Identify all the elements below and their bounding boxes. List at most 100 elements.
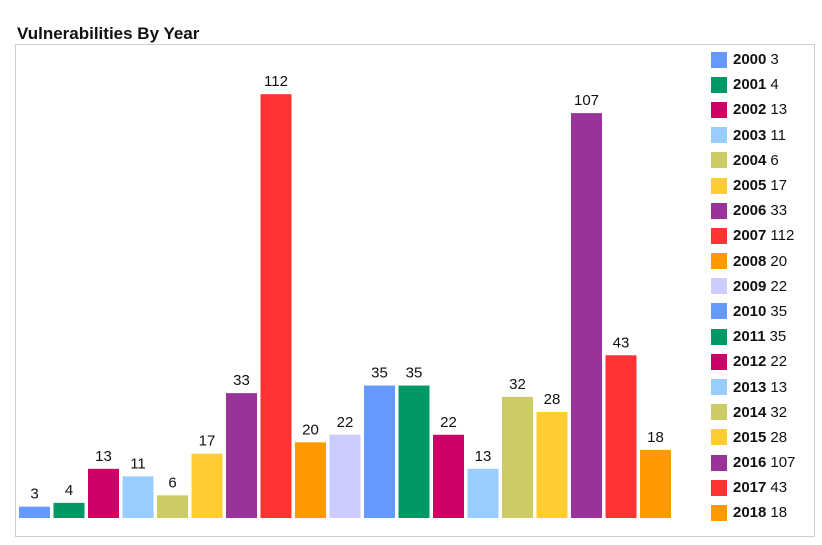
bar-2015 xyxy=(536,412,568,518)
legend-item-2006: 2006 33 xyxy=(711,198,795,223)
bar-2000 xyxy=(19,506,50,518)
legend-value-2017: 43 xyxy=(770,479,788,497)
legend-swatch-2009 xyxy=(711,278,727,295)
bar-2004 xyxy=(157,495,188,518)
legend-item-2005: 2005 17 xyxy=(711,173,795,198)
bar-2002 xyxy=(88,468,119,518)
legend-item-2008: 2008 20 xyxy=(711,249,795,274)
bar-label-2009: 22 xyxy=(337,414,354,431)
legend-item-2016: 2016 107 xyxy=(711,450,795,475)
legend-year-2003: 2003 xyxy=(733,126,767,144)
legend-value-2014: 32 xyxy=(770,403,788,421)
legend-item-2017: 2017 43 xyxy=(711,475,795,500)
legend-item-2002: 2002 13 xyxy=(711,97,795,122)
legend-item-2003: 2003 11 xyxy=(711,123,795,148)
legend-swatch-2008 xyxy=(711,253,727,270)
bar-label-2002: 13 xyxy=(95,448,112,465)
bar-label-2004: 6 xyxy=(168,474,176,491)
bar-2013 xyxy=(467,468,499,518)
legend-year-2007: 2007 xyxy=(733,227,767,245)
legend-value-2015: 28 xyxy=(770,428,788,446)
legend-value-2013: 13 xyxy=(770,378,788,396)
bar-2007 xyxy=(260,94,292,518)
legend-value-2012: 22 xyxy=(770,353,788,371)
legend-swatch-2004 xyxy=(711,152,727,169)
legend-value-2010: 35 xyxy=(770,302,788,320)
bar-2014 xyxy=(502,396,533,518)
legend-value-2018: 18 xyxy=(770,504,788,522)
bar-label-2006: 33 xyxy=(233,372,250,389)
legend-swatch-2002 xyxy=(711,101,727,118)
legend-swatch-2017 xyxy=(711,479,727,496)
legend-year-2016: 2016 xyxy=(733,454,767,472)
legend-value-2002: 13 xyxy=(770,101,788,119)
bar-2016 xyxy=(571,113,602,518)
legend-value-2007: 112 xyxy=(770,227,795,245)
legend-item-2011: 2011 35 xyxy=(711,324,795,349)
bar-label-2000: 3 xyxy=(30,486,38,503)
legend-item-2014: 2014 32 xyxy=(711,400,795,425)
legend-swatch-2015 xyxy=(711,429,727,446)
legend-swatch-2001 xyxy=(711,76,727,93)
legend-value-2006: 33 xyxy=(770,202,788,220)
legend-swatch-2007 xyxy=(711,227,727,244)
bar-label-2008: 20 xyxy=(302,421,319,438)
legend-item-2001: 2001 4 xyxy=(711,72,795,97)
legend-swatch-2016 xyxy=(711,454,727,471)
bar-label-2013: 13 xyxy=(475,448,492,465)
bar-label-2003: 11 xyxy=(130,455,146,472)
legend-item-2013: 2013 13 xyxy=(711,374,795,399)
bar-label-2018: 18 xyxy=(647,429,664,446)
bar-label-2005: 17 xyxy=(199,433,216,450)
legend-year-2017: 2017 xyxy=(733,479,767,497)
legend-item-2000: 2000 3 xyxy=(711,47,795,72)
legend-swatch-2003 xyxy=(711,127,727,144)
bar-2010 xyxy=(364,385,395,518)
legend-swatch-2006 xyxy=(711,202,727,219)
chart-title: Vulnerabilities By Year xyxy=(17,24,200,43)
bar-2005 xyxy=(191,453,223,518)
chart-legend: 2000 3 2001 4 2002 13 2003 11 2004 6 2005 17 2006 33 2… xyxy=(711,47,795,526)
legend-value-2011: 35 xyxy=(769,328,787,346)
bar-2006 xyxy=(226,393,257,518)
bar-label-2011: 35 xyxy=(406,365,423,382)
legend-year-2009: 2009 xyxy=(733,277,767,295)
legend-value-2005: 17 xyxy=(770,177,788,195)
bar-2008 xyxy=(295,442,326,518)
legend-year-2014: 2014 xyxy=(733,403,767,421)
legend-swatch-2005 xyxy=(711,177,727,194)
legend-item-2010: 2010 35 xyxy=(711,299,795,324)
bar-2018 xyxy=(640,449,671,518)
legend-year-2010: 2010 xyxy=(733,302,767,320)
legend-item-2018: 2018 18 xyxy=(711,500,795,525)
bar-label-2014: 32 xyxy=(509,376,526,393)
legend-swatch-2014 xyxy=(711,404,727,421)
bar-label-2016: 107 xyxy=(574,92,599,109)
legend-item-2012: 2012 22 xyxy=(711,349,795,374)
legend-year-2001: 2001 xyxy=(733,76,767,94)
bar-label-2007: 112 xyxy=(264,73,288,90)
legend-year-2000: 2000 xyxy=(733,51,767,69)
bar-label-2010: 35 xyxy=(371,365,388,382)
legend-swatch-2011 xyxy=(711,328,727,345)
legend-year-2011: 2011 xyxy=(733,328,766,346)
legend-year-2015: 2015 xyxy=(733,428,767,446)
legend-swatch-2000 xyxy=(711,51,727,68)
legend-item-2004: 2004 6 xyxy=(711,148,795,173)
legend-swatch-2018 xyxy=(711,504,727,521)
legend-item-2009: 2009 22 xyxy=(711,274,795,299)
legend-year-2018: 2018 xyxy=(733,504,767,522)
bar-label-2015: 28 xyxy=(544,391,561,408)
legend-year-2008: 2008 xyxy=(733,252,767,270)
legend-value-2016: 107 xyxy=(770,454,796,472)
legend-swatch-2013 xyxy=(711,379,727,396)
legend-value-2008: 20 xyxy=(770,252,788,270)
legend-value-2001: 4 xyxy=(770,76,779,94)
legend-item-2015: 2015 28 xyxy=(711,425,795,450)
bar-2001 xyxy=(53,502,85,518)
legend-year-2006: 2006 xyxy=(733,202,767,220)
bar-2011 xyxy=(398,385,430,518)
bar-label-2001: 4 xyxy=(65,482,73,499)
legend-value-2000: 3 xyxy=(770,51,779,69)
